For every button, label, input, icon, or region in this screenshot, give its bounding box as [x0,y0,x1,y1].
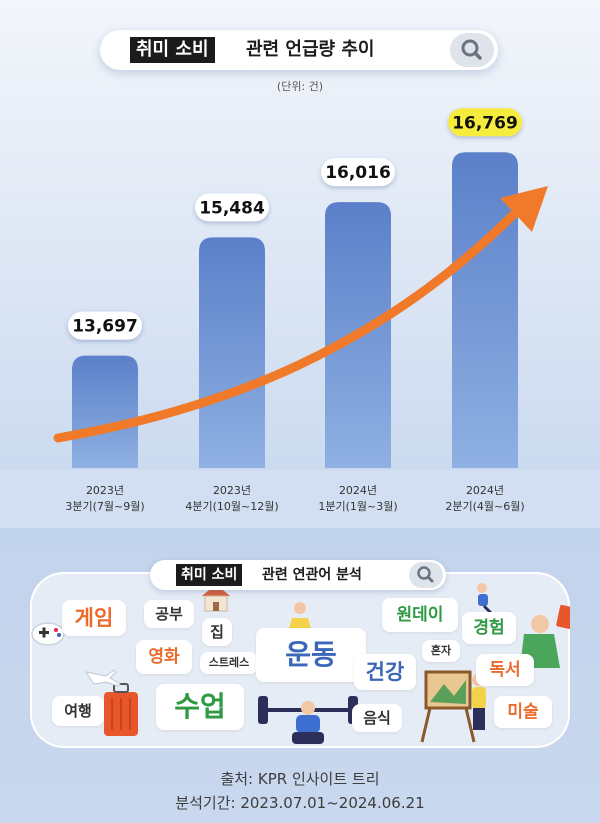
suitcase-icon [104,683,138,736]
bar-1 [199,237,265,468]
keyword-9: 건강 [354,654,416,690]
keyword-0: 게임 [62,600,126,636]
tick-label-2-0: 2024년 [339,484,377,497]
sitting-person-icon [477,583,494,616]
trend-arrow-line [53,203,525,443]
related-title-pill: 취미 소비 관련 연관어 분석 [150,560,446,590]
tick-label-0-1: 3분기(7월~9월) [65,500,144,513]
keyword-6: 원데이 [382,598,458,632]
trend-section: 13,697 2023년 3분기(7월~9월) 15,484 2023년 4분기(10월~… [0,0,600,528]
tick-label-1-1: 4분기(10월~12월) [185,500,278,513]
tick-label-3-1: 2분기(4월~6월) [445,500,524,513]
axis-band [0,470,600,528]
game-controller-icon [31,622,65,646]
keyword-7: 혼자 [422,640,460,662]
keyword-2: 집 [202,618,232,646]
title-highlight: 취미 소비 [130,37,215,63]
value-label-1: 15,484 [199,198,265,218]
keyword-8: 경험 [462,612,516,644]
keyword-10: 독서 [476,654,534,686]
keyword-3: 영화 [136,640,192,674]
tick-label-1-0: 2023년 [213,484,251,497]
value-label-0: 13,697 [72,317,138,337]
source-text: 출처: KPR 인사이트 트리 [220,770,380,788]
value-label-bg-3 [448,108,522,137]
bar-0 [72,355,138,468]
keyword-13: 음식 [352,704,402,732]
keyword-12: 수업 [156,684,244,730]
keyword-14: 미술 [494,696,552,728]
search-icon [409,562,443,588]
value-label-2: 16,016 [325,163,391,183]
value-label-bg-0 [68,311,142,340]
related-title-highlight: 취미 소비 [176,564,243,586]
tick-label-2-1: 1분기(1월~3월) [318,500,397,513]
weightlifter-icon [258,696,358,744]
chart-title: 관련 언급량 추이 [246,39,375,60]
illustrations [31,583,570,744]
keyword-11: 여행 [52,696,104,726]
value-label-3: 16,769 [452,113,518,133]
period-text: 분석기간: 2023.07.01~2024.06.21 [175,794,425,812]
unit-label: (단위: 건) [276,80,324,93]
trend-arrow-head [500,186,548,232]
tick-label-3-0: 2024년 [466,484,504,497]
keyword-4: 스트레스 [200,652,258,674]
value-label-bg-1 [195,193,269,222]
keyword-5: 운동 [256,628,366,682]
tick-label-0-0: 2023년 [86,484,124,497]
easel-icon [420,670,476,743]
house-icon [202,584,230,612]
search-icon [450,33,494,67]
bar-chart: 13,697 2023년 3분기(7월~9월) 15,484 2023년 4분기(10월~… [53,108,548,513]
keyword-1: 공부 [144,600,194,628]
value-label-bg-2 [321,158,395,187]
airplane-icon [84,669,121,687]
title-pill: 취미 소비 관련 언급량 추이 [100,30,498,70]
related-title: 관련 연관어 분석 [262,567,362,583]
